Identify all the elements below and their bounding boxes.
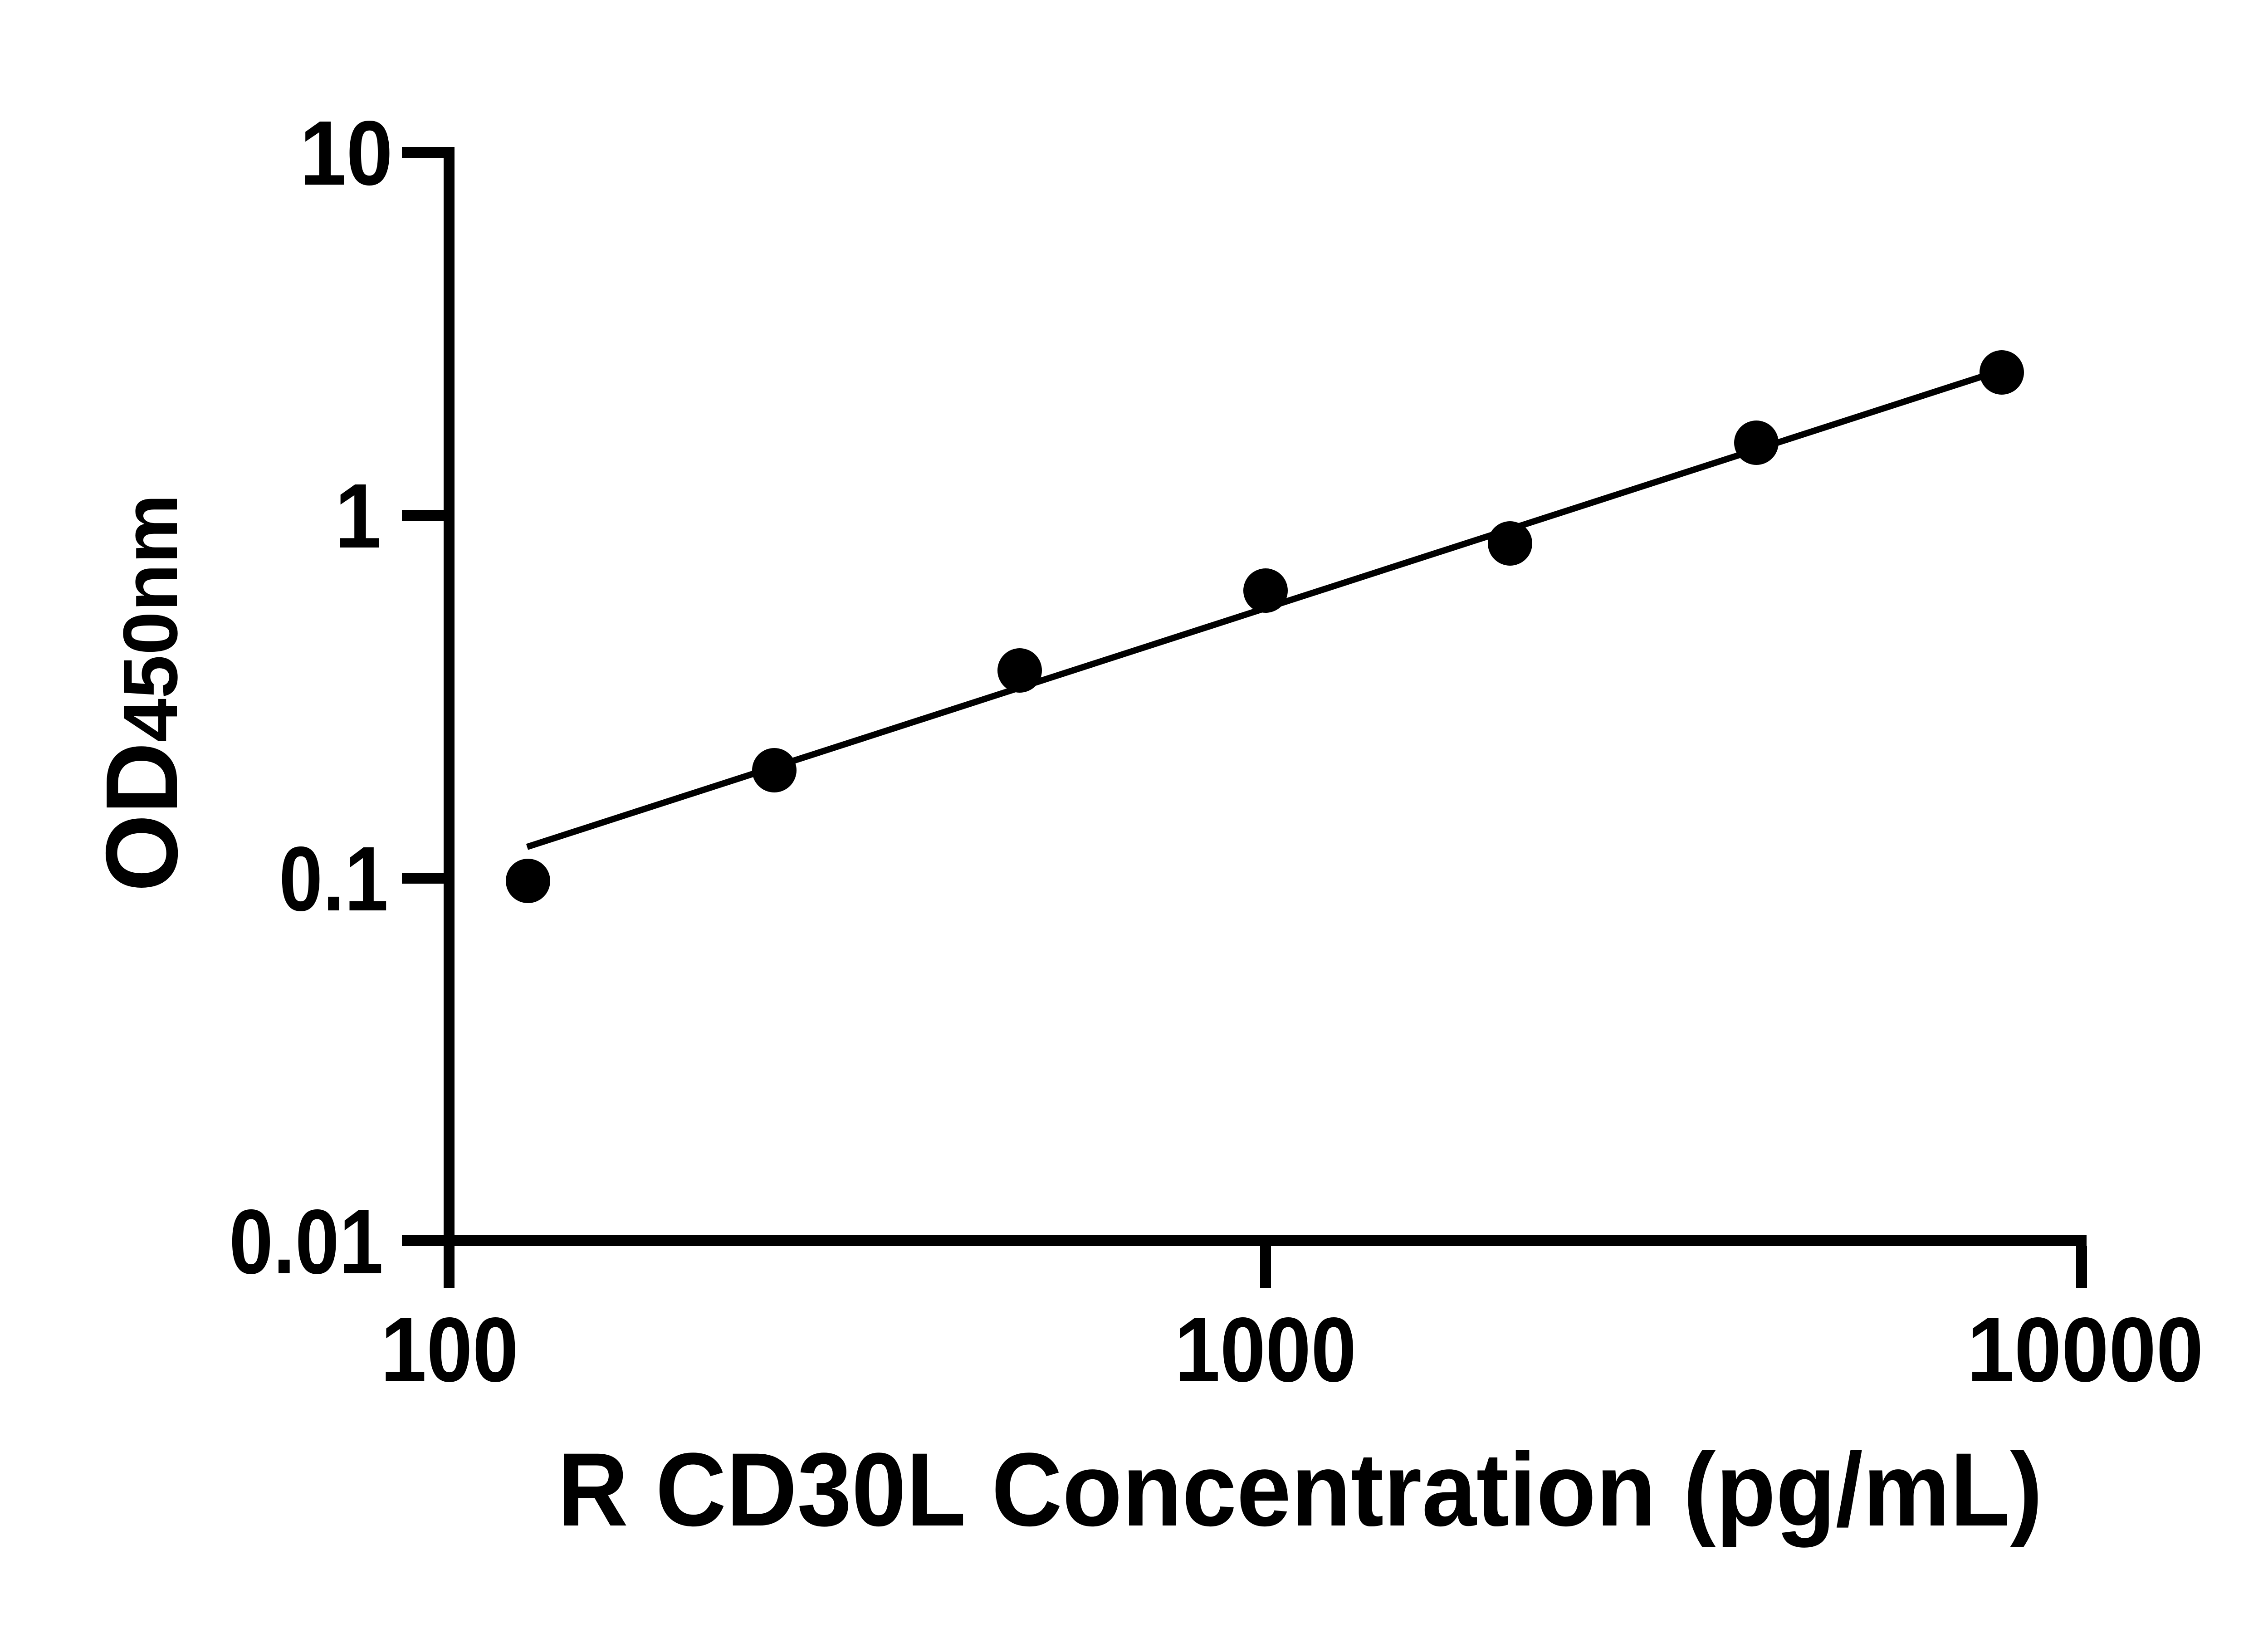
svg-text:450nm: 450nm	[108, 494, 194, 742]
svg-text:OD: OD	[84, 742, 199, 892]
svg-text:1000: 1000	[1175, 1298, 1357, 1401]
svg-text:10000: 10000	[1967, 1298, 2204, 1401]
svg-text:1: 1	[335, 464, 381, 567]
svg-text:100: 100	[381, 1298, 518, 1401]
svg-text:0.01: 0.01	[229, 1190, 383, 1293]
svg-text:10: 10	[300, 102, 393, 204]
svg-text:R CD30L Concentration (pg/mL): R CD30L Concentration (pg/mL)	[557, 1431, 2043, 1548]
svg-text:0.1: 0.1	[279, 827, 388, 930]
